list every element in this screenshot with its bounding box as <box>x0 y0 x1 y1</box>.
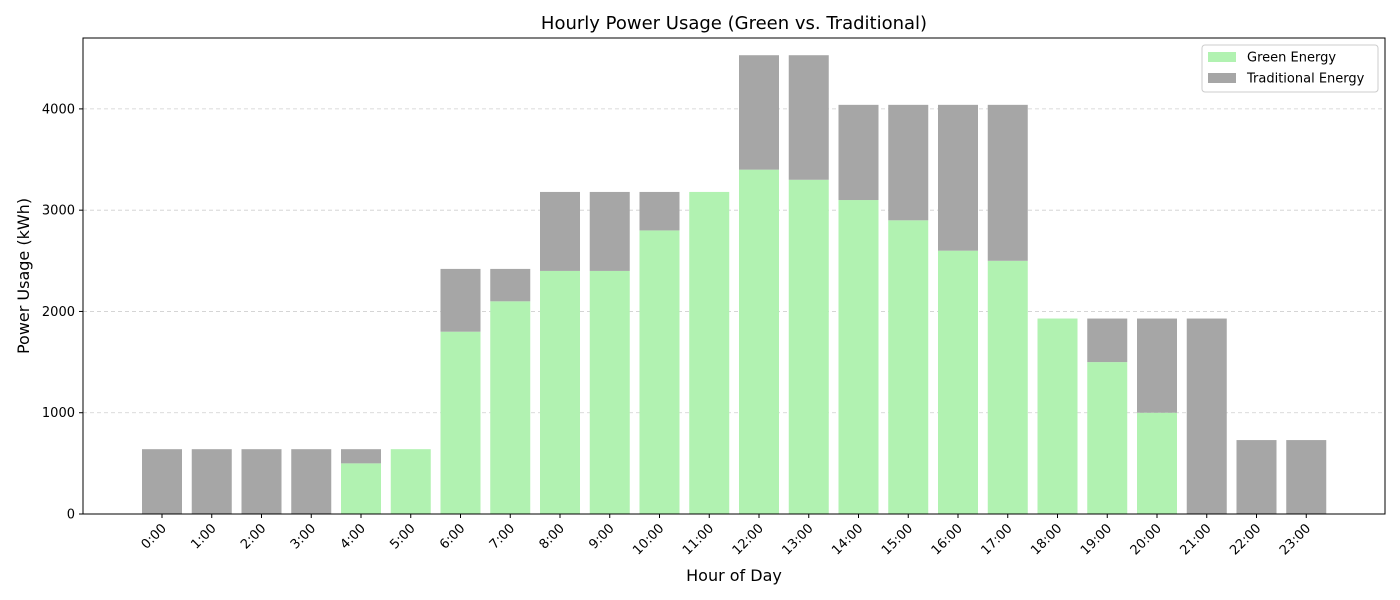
green-energy-bar <box>739 169 779 514</box>
traditional-energy-bar <box>739 55 779 170</box>
x-tick-label: 13:00 <box>779 521 816 558</box>
x-tick-label: 18:00 <box>1028 521 1065 558</box>
traditional-energy-bar <box>1087 318 1128 363</box>
x-tick-label: 23:00 <box>1277 521 1314 558</box>
green-energy-bar <box>888 220 929 515</box>
legend-swatch <box>1208 73 1236 83</box>
traditional-energy-bar <box>191 449 232 514</box>
x-tick-label: 10:00 <box>630 521 667 558</box>
y-tick-label: 3000 <box>42 204 75 219</box>
traditional-energy-bar <box>1286 440 1327 514</box>
x-tick-label: 3:00 <box>288 521 319 552</box>
chart-title: Hourly Power Usage (Green vs. Traditiona… <box>541 13 927 34</box>
x-tick-label: 2:00 <box>238 521 269 552</box>
x-tick-label: 16:00 <box>929 521 966 558</box>
x-tick-label: 14:00 <box>829 521 866 558</box>
green-energy-bar <box>938 250 978 514</box>
x-axis-label: Hour of Day <box>686 566 782 585</box>
x-tick-label: 7:00 <box>487 521 518 552</box>
x-tick-label: 9:00 <box>586 521 617 552</box>
green-energy-bar <box>1087 362 1128 514</box>
green-energy-bar <box>540 270 580 514</box>
legend: Green Energy Traditional Energy <box>1201 44 1379 93</box>
traditional-energy-bar <box>540 191 580 271</box>
traditional-energy-bar <box>788 55 829 180</box>
legend-label: Traditional Energy <box>1246 72 1365 87</box>
traditional-energy-bar <box>490 268 531 302</box>
y-tick-label: 4000 <box>42 102 75 117</box>
x-tick-label: 21:00 <box>1177 521 1214 558</box>
x-axis-ticks: 0:00 1:00 2:00 3:00 4:00 5:00 6:00 7:00 8:00 9:00… <box>139 514 1314 558</box>
x-tick-label: 12:00 <box>730 521 767 558</box>
bars <box>142 55 1327 515</box>
x-tick-label: 8:00 <box>537 521 568 552</box>
green-energy-bar <box>838 200 879 515</box>
x-tick-label: 1:00 <box>188 521 219 552</box>
legend-box <box>1201 44 1379 93</box>
traditional-energy-bar <box>241 449 282 514</box>
green-energy-bar <box>788 179 829 514</box>
y-tick-label: 0 <box>67 508 75 523</box>
x-tick-label: 22:00 <box>1227 521 1264 558</box>
traditional-energy-bar <box>938 104 978 251</box>
green-energy-bar <box>341 463 381 514</box>
x-tick-label: 4:00 <box>338 521 369 552</box>
green-energy-bar <box>1137 412 1177 514</box>
green-energy-bar <box>689 191 730 514</box>
y-tick-label: 1000 <box>42 406 75 421</box>
green-energy-bar <box>440 331 481 514</box>
plot-frame <box>82 37 1386 515</box>
x-tick-label: 0:00 <box>139 521 170 552</box>
traditional-energy-bar <box>291 449 332 514</box>
green-energy-bar <box>639 230 680 514</box>
traditional-energy-bar <box>987 104 1028 261</box>
x-tick-label: 19:00 <box>1078 521 1115 558</box>
traditional-energy-bar <box>1236 440 1277 514</box>
x-tick-label: 5:00 <box>387 521 418 552</box>
y-axis-ticks: 0 1000 2000 3000 4000 <box>42 102 83 523</box>
traditional-energy-bar <box>1186 318 1227 514</box>
x-tick-label: 17:00 <box>978 521 1015 558</box>
green-energy-bar <box>589 270 630 514</box>
traditional-energy-bar <box>838 104 879 201</box>
traditional-energy-bar <box>888 104 929 221</box>
x-tick-label: 20:00 <box>1128 521 1165 558</box>
legend-swatch <box>1208 52 1236 62</box>
green-energy-bar <box>987 260 1028 514</box>
traditional-energy-bar <box>142 449 182 514</box>
traditional-energy-bar <box>589 191 630 271</box>
x-tick-label: 15:00 <box>879 521 916 558</box>
traditional-energy-bar <box>440 268 481 332</box>
traditional-energy-bar <box>1137 318 1177 413</box>
green-energy-bar <box>1037 318 1078 514</box>
traditional-energy-bar <box>639 191 680 231</box>
green-energy-bar <box>490 301 531 514</box>
x-tick-label: 6:00 <box>437 521 468 552</box>
x-tick-label: 11:00 <box>680 521 717 558</box>
y-axis-label: Power Usage (kWh) <box>14 198 33 354</box>
legend-label: Green Energy <box>1247 51 1336 66</box>
green-energy-bar <box>390 449 431 514</box>
traditional-energy-bar <box>341 449 381 464</box>
y-tick-label: 2000 <box>42 305 75 320</box>
